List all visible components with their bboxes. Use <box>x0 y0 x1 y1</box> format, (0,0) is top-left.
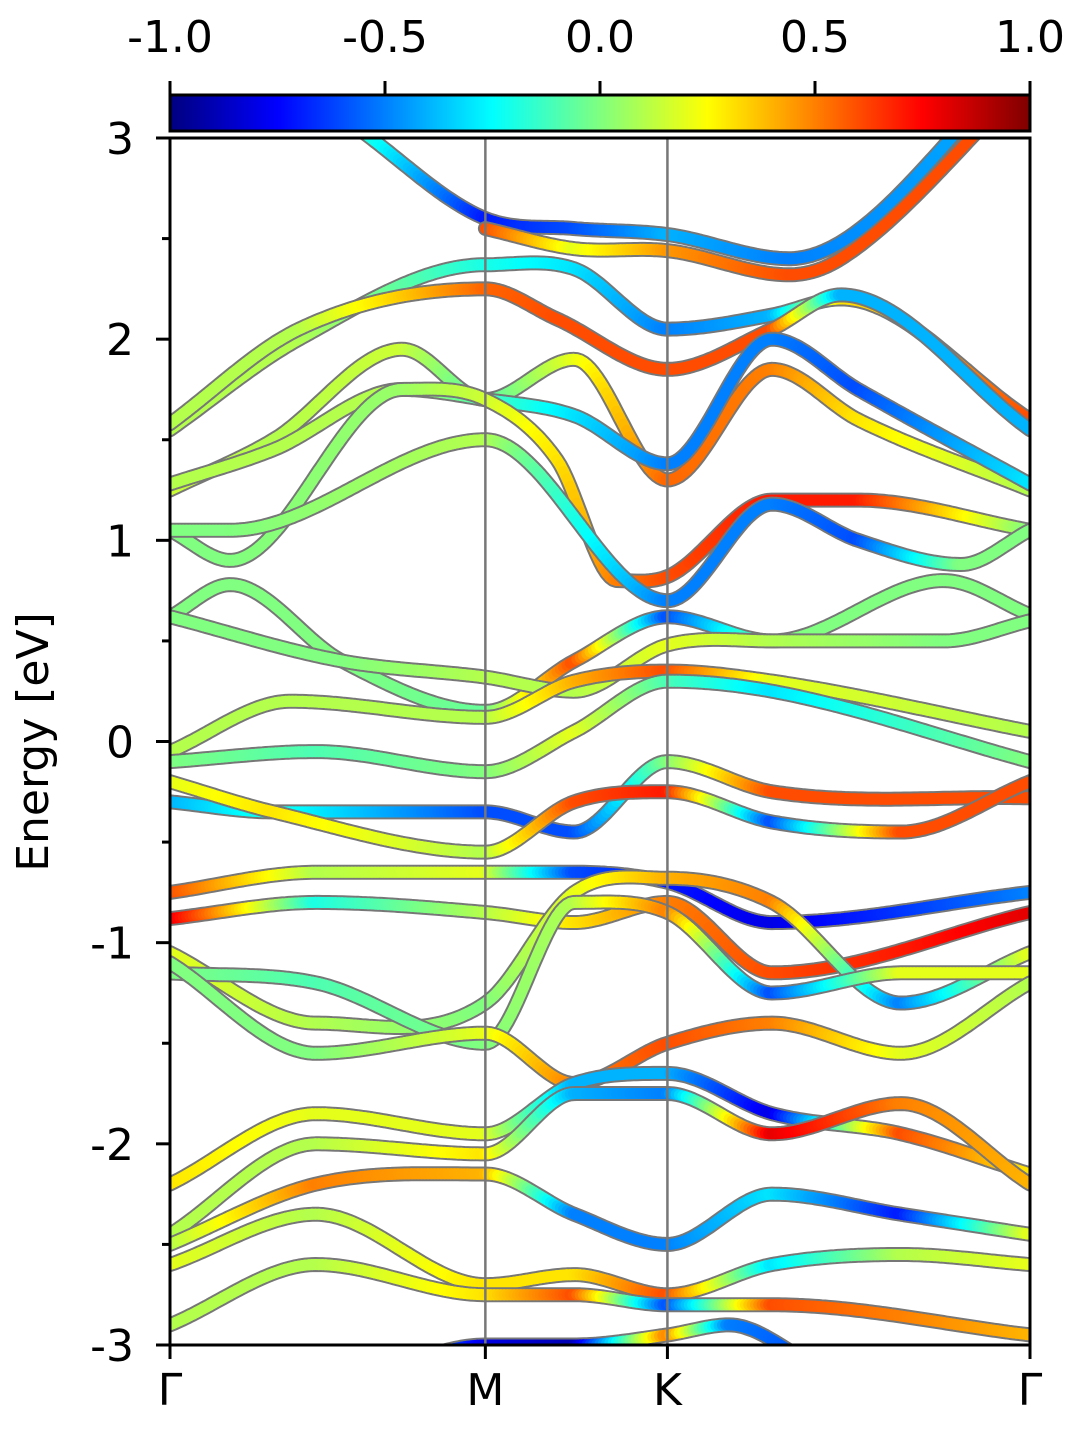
band-segment <box>1004 79 1007 82</box>
band-segment <box>226 73 229 74</box>
band-segment <box>283 90 286 91</box>
colorbar-tick-label: 1.0 <box>995 12 1065 63</box>
colorbar-tick-label: -0.5 <box>342 12 428 63</box>
band-segment <box>361 138 374 142</box>
band-segment <box>243 78 246 79</box>
band-segment <box>266 85 269 86</box>
band-segment <box>1027 78 1030 81</box>
band-line <box>170 774 1030 860</box>
band-segment <box>269 86 272 87</box>
band-segment <box>230 74 233 75</box>
band-segment <box>1023 81 1026 84</box>
band-segment <box>240 77 243 78</box>
band-line <box>477 78 1030 283</box>
band-segment <box>246 79 249 80</box>
colorbar-tick-label: -1.0 <box>127 12 213 63</box>
band-segment <box>200 66 203 67</box>
band-lines <box>170 63 1030 1345</box>
band-line <box>190 63 1023 267</box>
band-segment <box>259 83 262 84</box>
colorbar-tick-label: 0.0 <box>565 12 635 63</box>
band-segment <box>279 89 282 90</box>
band-segment <box>997 85 1000 88</box>
band-segment <box>286 91 289 92</box>
band-segment <box>1007 75 1010 78</box>
band-line <box>170 609 1030 699</box>
band-segment <box>249 80 252 81</box>
band-segment <box>289 92 292 93</box>
band-segment <box>197 65 200 66</box>
band-segment <box>1020 63 1023 66</box>
band-line <box>170 663 1030 760</box>
band-segment <box>1014 91 1017 94</box>
band-segment <box>190 64 193 65</box>
band-segment <box>276 88 279 89</box>
band-segment <box>994 88 997 91</box>
colorbar-gradient <box>168 93 1032 133</box>
band-segment <box>213 70 216 71</box>
band-segment <box>1017 87 1020 90</box>
colorbar-tick-label: 0.5 <box>780 12 850 63</box>
band-line <box>170 673 1030 780</box>
band-segment <box>256 82 259 83</box>
band-segment <box>1017 66 1020 69</box>
band-outline <box>170 432 1030 609</box>
band-segment <box>273 87 276 88</box>
band-segment <box>233 75 236 76</box>
band-segment <box>220 72 223 73</box>
band-segment <box>253 81 256 82</box>
band-segment <box>203 67 206 68</box>
band-segment <box>1000 82 1003 85</box>
band-segment <box>1010 72 1013 75</box>
band-segment <box>210 69 213 70</box>
band-segment <box>236 76 239 77</box>
band-segment <box>1020 84 1023 87</box>
band-segment <box>263 84 266 85</box>
band-line <box>170 281 1030 438</box>
band-segment <box>1014 69 1017 72</box>
band-line <box>170 432 1030 609</box>
band-segment <box>206 68 209 69</box>
band-segment <box>193 65 196 66</box>
colorbar: -1.0 -0.5 0.0 0.5 1.0 <box>127 12 1065 133</box>
band-segment <box>216 71 219 72</box>
band-segment <box>223 73 226 74</box>
